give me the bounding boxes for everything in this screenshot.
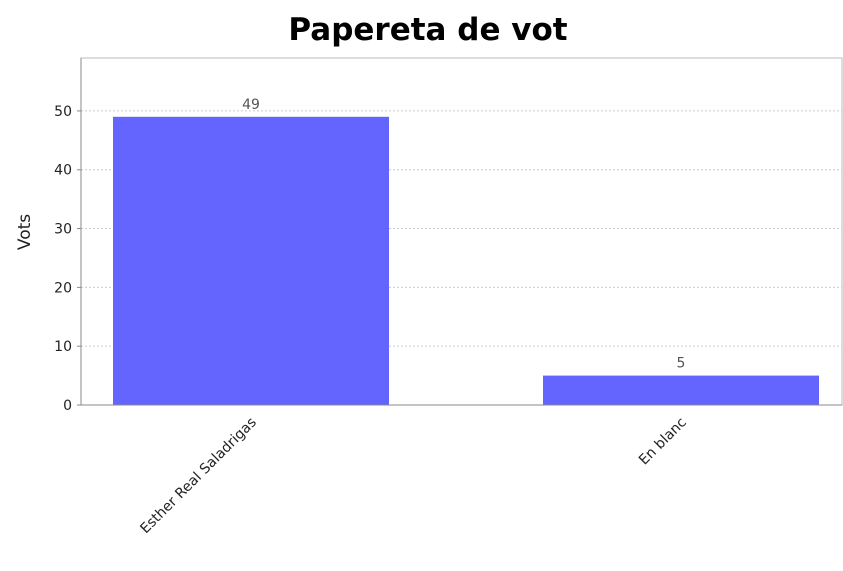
plot-area: 49 5: [80, 57, 843, 406]
bar: [543, 375, 819, 405]
bar-value-label: 49: [242, 97, 260, 113]
bar-value-label: 5: [677, 356, 686, 372]
y-tick-label: 40: [54, 163, 72, 179]
chart-title: Papereta de vot: [288, 12, 567, 48]
gridlines: [81, 110, 842, 347]
x-axis-ticks: Esther Real Saladrigas En blanc: [137, 415, 689, 537]
bars: [113, 116, 819, 405]
y-tick-label: 30: [54, 222, 72, 238]
bar: [113, 116, 389, 405]
x-tick-label: En blanc: [636, 415, 690, 469]
x-tick-label: Esther Real Saladrigas: [137, 415, 259, 537]
y-axis-label: Vots: [15, 214, 35, 250]
data-labels: 49 5: [242, 97, 685, 372]
y-tick-label: 10: [54, 339, 72, 355]
y-axis-ticks: 0 10 20 30 40 50: [54, 104, 81, 414]
y-tick-label: 50: [54, 104, 72, 120]
y-tick-label: 20: [54, 280, 72, 296]
y-tick-label: 0: [63, 398, 72, 414]
